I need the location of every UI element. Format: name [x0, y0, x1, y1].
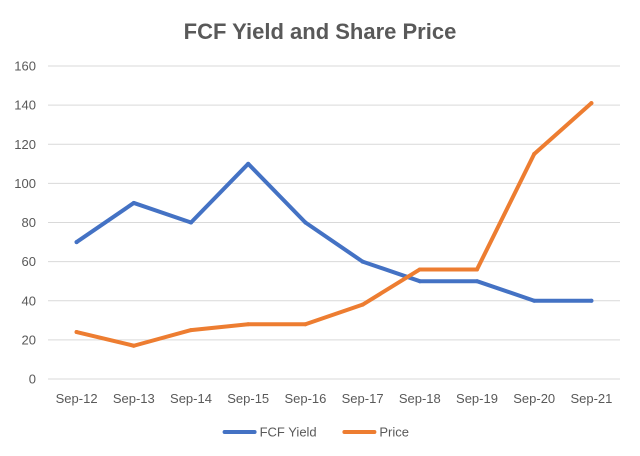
- data-point: [74, 330, 79, 335]
- chart-title: FCF Yield and Share Price: [184, 19, 457, 44]
- x-tick-label: Sep-13: [113, 391, 155, 406]
- data-point: [189, 220, 193, 225]
- data-point: [475, 279, 479, 284]
- x-tick-label: Sep-15: [227, 391, 269, 406]
- data-point: [475, 267, 479, 272]
- data-point: [532, 298, 537, 303]
- data-point: [532, 152, 537, 157]
- x-tick-label: Sep-16: [284, 391, 326, 406]
- x-tick-label: Sep-14: [170, 391, 212, 406]
- data-point: [131, 343, 136, 348]
- y-tick-label: 100: [14, 176, 36, 191]
- data-point: [303, 322, 308, 327]
- series-line-fcf-yield: [74, 161, 594, 303]
- data-point: [589, 298, 594, 303]
- y-tick-label: 80: [22, 215, 36, 230]
- data-point: [360, 259, 365, 264]
- x-tick-label: Sep-17: [342, 391, 384, 406]
- data-point: [589, 101, 594, 106]
- data-point: [360, 302, 365, 307]
- y-tick-label: 0: [29, 372, 36, 387]
- data-point: [74, 240, 79, 245]
- gridlines: [48, 65, 620, 380]
- x-tick-label: Sep-18: [399, 391, 441, 406]
- data-point: [246, 322, 251, 327]
- legend: FCF Yield Price: [222, 425, 409, 440]
- legend-label: FCF Yield: [260, 425, 317, 440]
- series-lines: [74, 101, 594, 348]
- y-tick-label: 160: [14, 59, 36, 74]
- x-tick-label: Sep-19: [456, 391, 498, 406]
- legend-label: Price: [379, 425, 409, 440]
- y-tick-label: 60: [22, 254, 36, 269]
- y-tick-label: 40: [22, 293, 36, 308]
- x-tick-label: Sep-20: [513, 391, 555, 406]
- x-tick-label: Sep-12: [56, 391, 98, 406]
- data-point: [189, 328, 193, 333]
- data-point: [303, 220, 308, 225]
- data-point: [417, 279, 422, 284]
- y-tick-label: 120: [14, 137, 36, 152]
- x-axis-ticks: Sep-12 Sep-13 Sep-14 Sep-15 Sep-16 Sep-17 Sep-…: [56, 391, 613, 406]
- data-point: [246, 161, 251, 166]
- data-point: [131, 200, 136, 205]
- data-point: [417, 267, 422, 272]
- y-tick-label: 20: [22, 332, 36, 347]
- y-axis-ticks: 0 20 40 60 80 100 120 140 160: [14, 59, 36, 387]
- x-tick-label: Sep-21: [570, 391, 612, 406]
- series-line-price: [74, 101, 594, 348]
- y-tick-label: 140: [14, 98, 36, 113]
